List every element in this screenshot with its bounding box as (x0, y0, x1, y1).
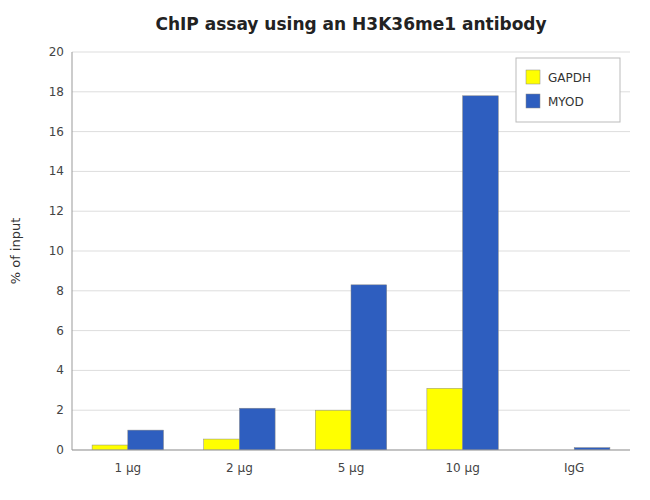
bar (239, 408, 275, 450)
grid-line (72, 450, 630, 451)
y-tick-label: 14 (49, 164, 64, 178)
y-tick-label: 16 (49, 125, 64, 139)
legend-label: MYOD (548, 95, 584, 109)
y-tick-label: 8 (56, 284, 64, 298)
legend-label: GAPDH (548, 71, 591, 85)
bar (128, 430, 164, 450)
x-tick-label: 5 μg (338, 461, 365, 475)
y-tick-label: 10 (49, 244, 64, 258)
grid-line (72, 251, 630, 252)
legend-box (516, 58, 620, 122)
grid-line (72, 211, 630, 212)
x-tick-label: IgG (564, 461, 584, 475)
x-tick-label: 2 μg (226, 461, 253, 475)
bar (351, 285, 387, 450)
y-tick-label: 2 (56, 403, 64, 417)
grid-line (72, 171, 630, 172)
y-tick-label: 0 (56, 443, 64, 457)
x-tick-label: 1 μg (114, 461, 141, 475)
bar (204, 439, 240, 450)
grid (72, 52, 630, 450)
y-axis-label: % of input (8, 218, 23, 285)
bars (92, 96, 610, 450)
chart: ChIP assay using an H3K36me1 antibody % o… (0, 0, 650, 500)
y-tick-label: 6 (56, 324, 64, 338)
y-axis-line (72, 52, 73, 450)
legend: GAPDH MYOD (516, 58, 620, 122)
bar (92, 445, 128, 450)
x-tick-label: 10 μg (445, 461, 479, 475)
y-tick-label: 4 (56, 363, 64, 377)
y-tick-label: 20 (49, 45, 64, 59)
legend-swatch (526, 70, 540, 84)
bar (427, 388, 463, 450)
legend-swatch (526, 94, 540, 108)
title: ChIP assay using an H3K36me1 antibody (155, 14, 546, 34)
x-axis-line (72, 450, 630, 451)
bar (315, 410, 351, 450)
grid-line (72, 131, 630, 132)
bar (463, 96, 499, 450)
y-tick-label: 12 (49, 204, 64, 218)
y-tick-label: 18 (49, 85, 64, 99)
grid-line (72, 52, 630, 53)
